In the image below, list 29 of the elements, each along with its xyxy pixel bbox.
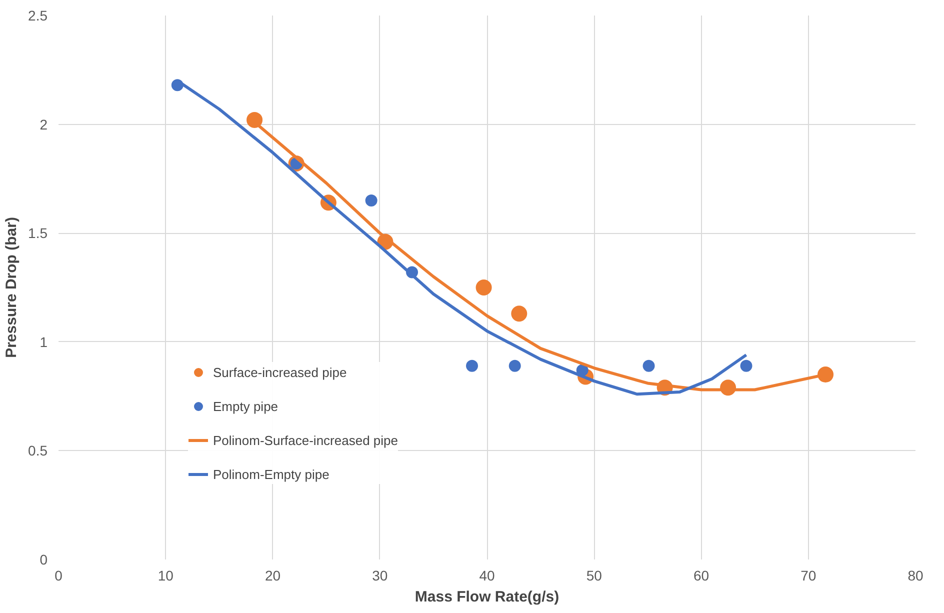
point xyxy=(740,360,752,372)
point xyxy=(365,194,378,206)
point xyxy=(508,360,521,372)
legend-label: Surface-increased pipe xyxy=(213,364,347,380)
point xyxy=(642,360,655,372)
y-axis-title: Pressure Drop (bar) xyxy=(3,217,20,358)
x-tick-label: 80 xyxy=(908,568,924,584)
point xyxy=(511,306,528,322)
legend-label: Polinom-Surface-increased pipe xyxy=(213,432,398,448)
y-tick-label: 2.5 xyxy=(28,8,48,24)
x-tick-label: 50 xyxy=(586,568,602,584)
legend-label: Polinom-Empty pipe xyxy=(213,466,330,482)
point xyxy=(466,360,478,372)
x-tick-label: 60 xyxy=(693,568,710,584)
legend-label: Empty pipe xyxy=(213,398,278,414)
x-tick-label: 20 xyxy=(264,568,281,584)
y-tick-label: 1.5 xyxy=(28,225,48,242)
y-tick-label: 2 xyxy=(40,116,48,132)
point xyxy=(476,280,492,296)
x-tick-label: 40 xyxy=(479,568,495,584)
x-tick-label: 10 xyxy=(158,568,174,584)
y-tick-label: 0 xyxy=(40,552,48,568)
y-tick-label: 1 xyxy=(40,334,48,350)
point xyxy=(246,112,263,128)
x-tick-label: 70 xyxy=(800,568,816,584)
y-tick-label: 0.5 xyxy=(28,442,48,459)
x-tick-label: 30 xyxy=(372,568,388,584)
x-tick-label: 0 xyxy=(54,568,63,584)
x-axis-title: Mass Flow Rate(g/s) xyxy=(414,588,560,606)
